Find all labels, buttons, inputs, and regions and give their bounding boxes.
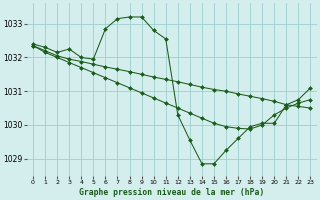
X-axis label: Graphe pression niveau de la mer (hPa): Graphe pression niveau de la mer (hPa)	[79, 188, 264, 197]
